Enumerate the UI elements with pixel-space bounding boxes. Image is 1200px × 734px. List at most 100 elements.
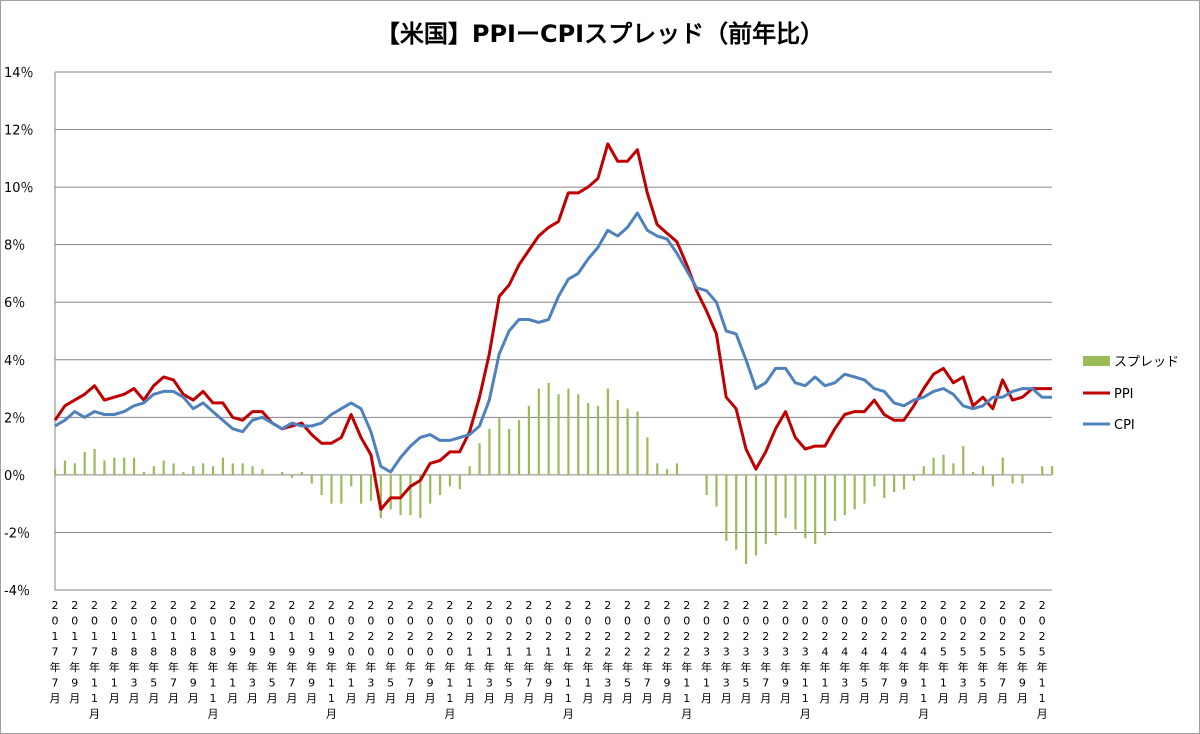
spread-bar: [873, 474, 876, 487]
spread-bar: [962, 446, 965, 475]
spread-bar: [557, 394, 560, 475]
spread-bar: [142, 472, 146, 475]
spread-bar: [508, 428, 511, 475]
spread-bar: [804, 474, 807, 539]
x-axis-ticks: 2 0 1 7 年 7 月 2 0 1 7 年 9 月 2 0 1 7 年 1 1 月 2 0 1 8 年 1 月 2 0 1 8 年 3 月 2 0 1 8…: [50, 599, 1048, 721]
spread-bar: [478, 443, 481, 475]
spread-bar: [1021, 474, 1024, 484]
spread-bar: [656, 463, 659, 475]
series-line-cpi: [54, 211, 1052, 474]
y-tick-label: -4％: [4, 584, 30, 599]
spread-bar: [103, 460, 106, 475]
spread-bar: [172, 463, 175, 475]
y-tick-label: 10％: [4, 181, 34, 196]
spread-bar: [833, 474, 837, 521]
spread-bar: [429, 474, 432, 504]
spread-bar: [577, 394, 580, 475]
y-tick-label: 12％: [4, 124, 34, 139]
spread-bar: [843, 474, 846, 516]
spread-bar: [132, 457, 136, 475]
spread-bar: [744, 474, 748, 565]
spread-bar: [952, 463, 955, 475]
spread-bar: [991, 474, 994, 487]
spread-bar: [626, 408, 629, 475]
spread-bar: [972, 472, 975, 475]
spread-bar: [942, 454, 945, 475]
spread-bar: [932, 457, 935, 475]
spread-bar: [537, 388, 540, 475]
spread-bar: [419, 474, 422, 519]
spread-bar: [488, 428, 491, 475]
legend: スプレッド PPI CPI: [1083, 355, 1179, 433]
spread-bar: [300, 472, 303, 475]
spread-bar: [774, 474, 777, 536]
spread-bar: [853, 474, 856, 510]
spread-bar: [1011, 474, 1014, 484]
spread-bar: [764, 474, 767, 544]
y-tick-label: 2％: [4, 411, 25, 426]
spread-bar: [675, 463, 679, 475]
legend-label-cpi: CPI: [1114, 418, 1135, 433]
spread-bar: [754, 474, 758, 556]
spread-bar: [113, 457, 116, 475]
spread-bar: [123, 457, 126, 475]
y-tick-label: 14％: [4, 66, 34, 81]
spread-bar: [498, 417, 501, 475]
spread-bar: [606, 388, 609, 475]
spread-bar: [340, 474, 343, 504]
spread-bar: [735, 474, 738, 550]
spread-bar: [379, 474, 382, 519]
spread-bar: [814, 474, 817, 544]
chart-title: 【米国】PPIーCPIスプレッド（前年比）: [375, 20, 825, 48]
spread-bar: [1041, 466, 1044, 475]
spread-bar: [981, 466, 985, 475]
y-tick-label: -2％: [4, 526, 30, 541]
spread-bar: [1051, 466, 1054, 475]
spread-bar: [320, 474, 323, 496]
spread-bar: [73, 463, 76, 475]
spread-bar: [162, 460, 165, 475]
spread-bar: [409, 474, 412, 516]
spread-bars: [54, 382, 1054, 565]
spread-bar: [794, 474, 797, 530]
spread-bar: [616, 400, 619, 475]
spread-bar: [192, 466, 195, 475]
spread-bar: [83, 451, 86, 475]
spread-bar: [705, 474, 708, 496]
spread-bar: [646, 437, 649, 475]
spread-bar: [587, 402, 590, 475]
spread-bar: [438, 474, 442, 496]
spread-bar: [330, 474, 333, 504]
spread-bar: [241, 463, 244, 475]
spread-bar: [902, 474, 906, 490]
y-tick-label: 6％: [4, 296, 25, 311]
spread-bar: [93, 448, 96, 475]
